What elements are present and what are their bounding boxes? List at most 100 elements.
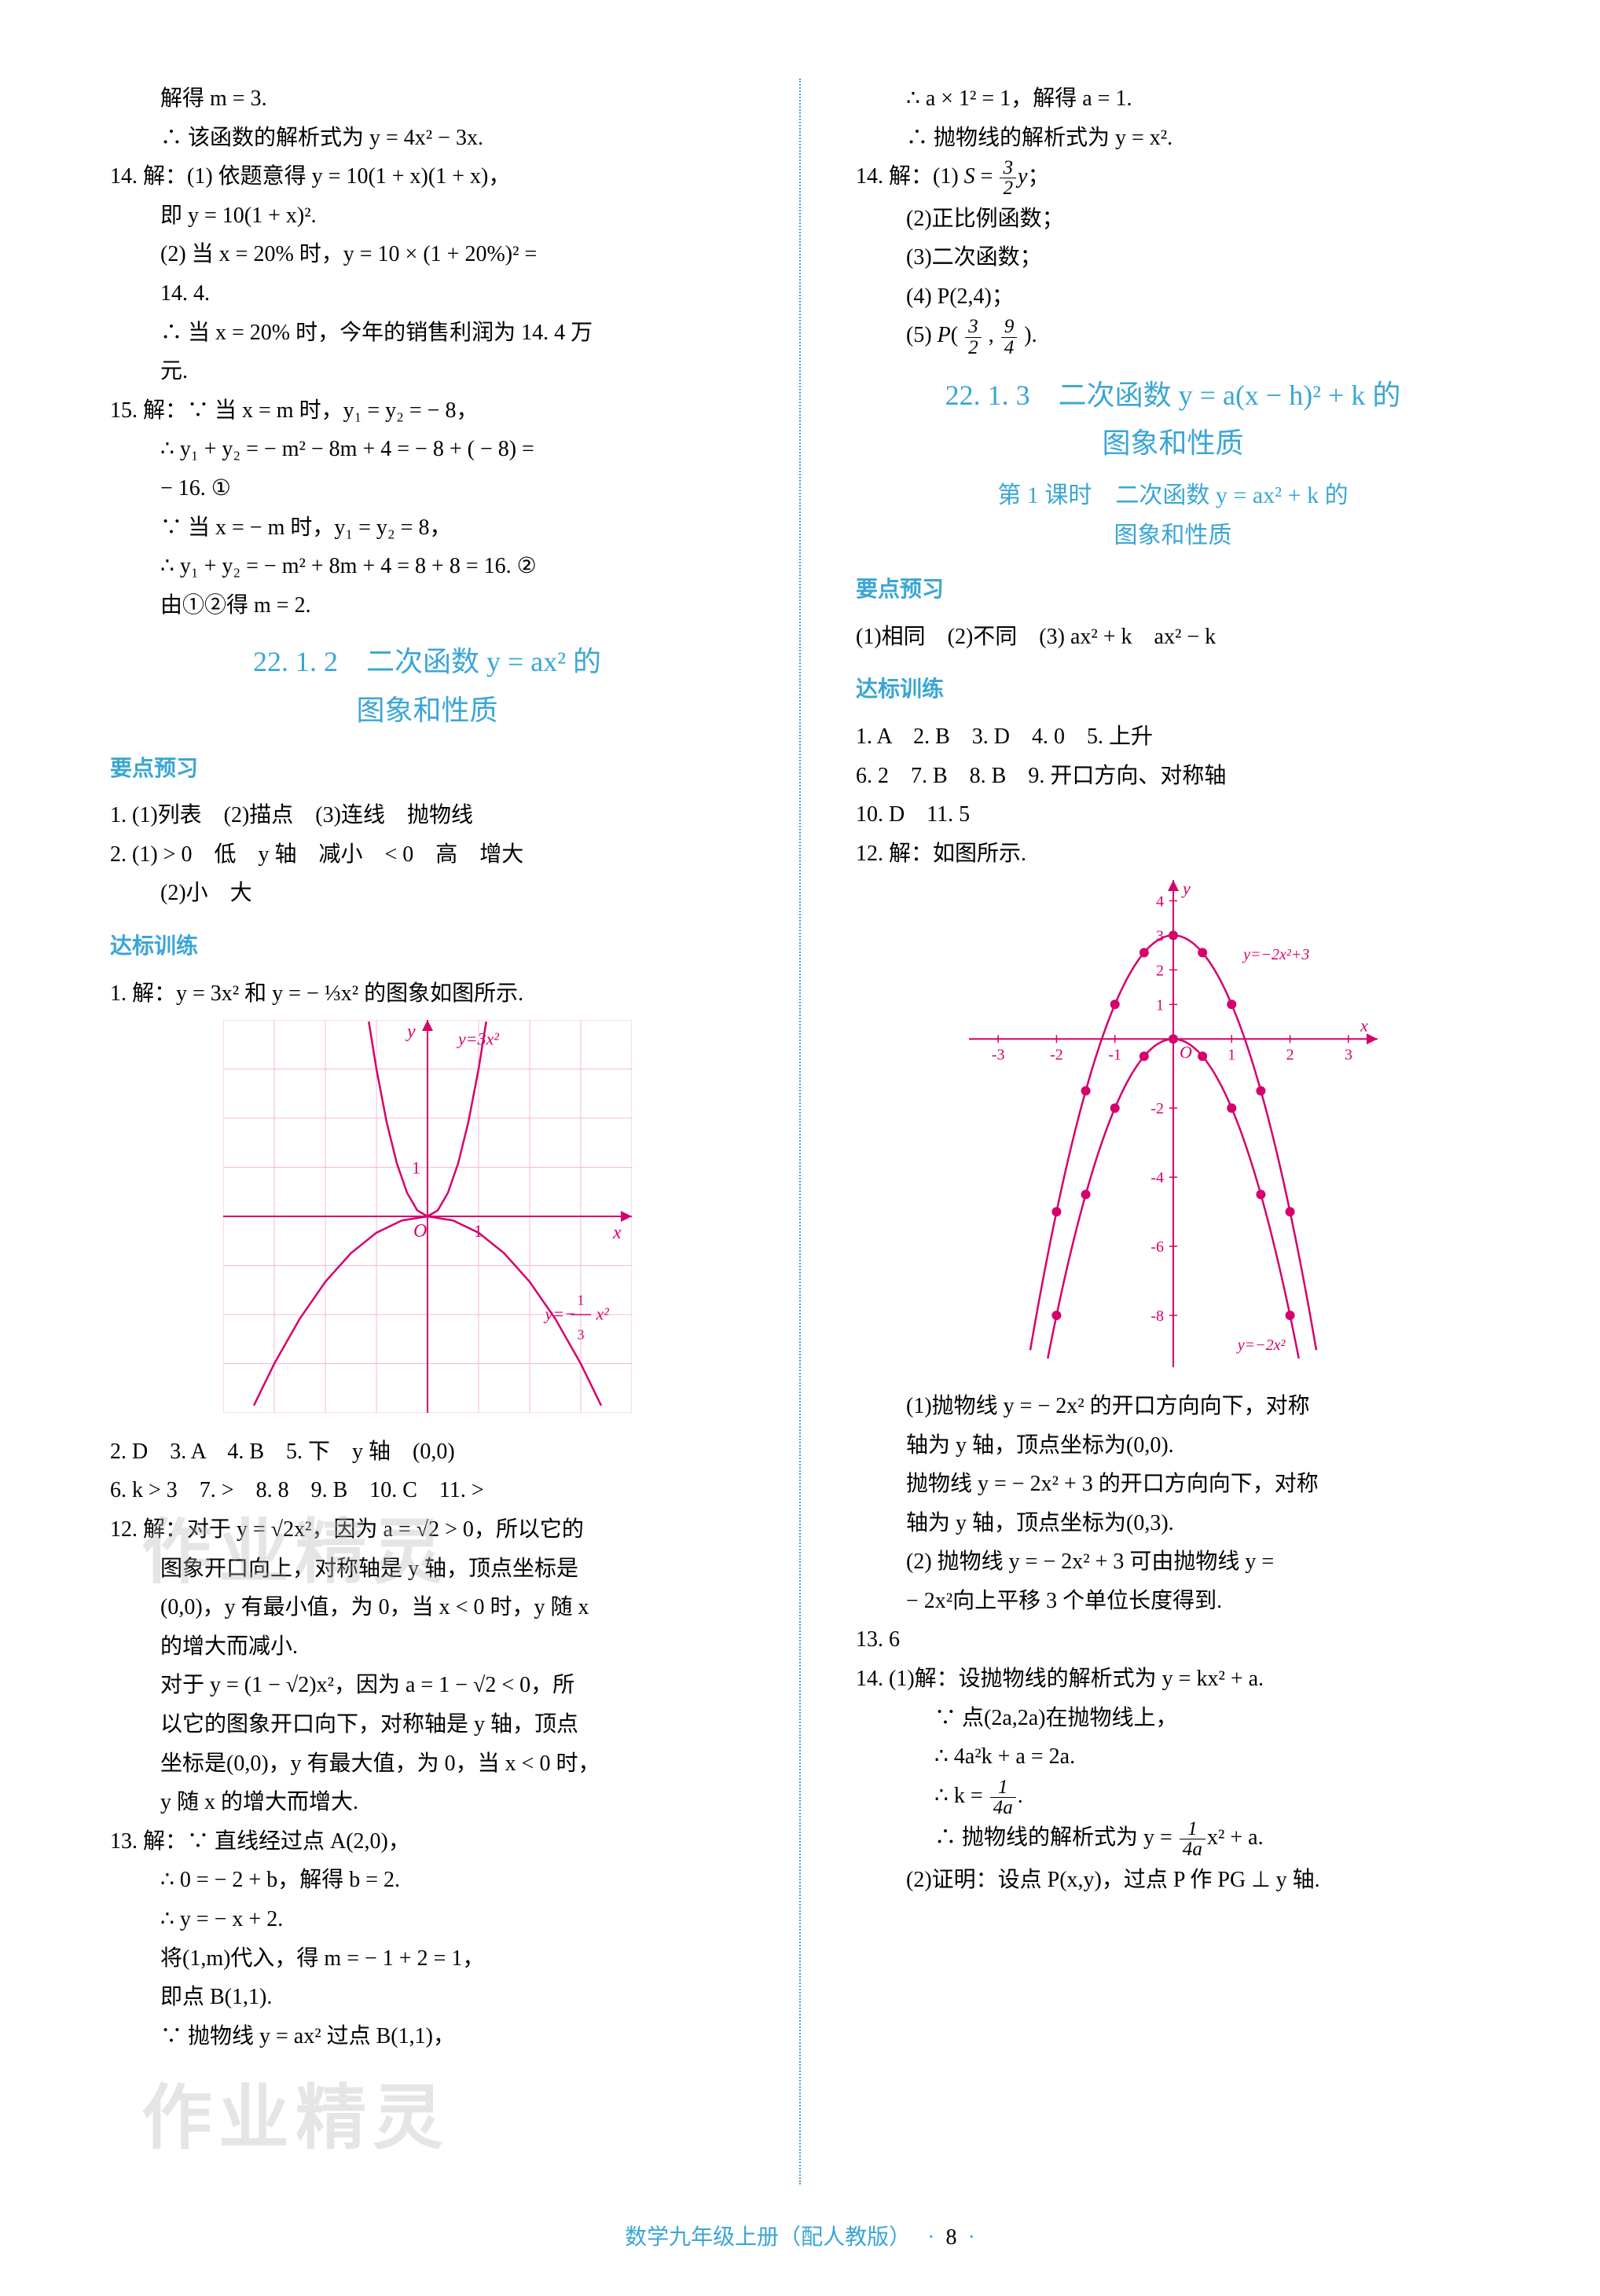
sub-text: 第 1 课时 二次函数 y = ax² + k 的 — [997, 482, 1348, 508]
text: 15. 解：∵ 当 x = m 时，y₁ = y₂ = − 8， — [110, 398, 478, 423]
text-line: 元. — [110, 353, 744, 391]
svg-text:y: y — [406, 1021, 416, 1042]
text-line: ∵ 当 x = − m 时，y₁ = y₂ = 8， — [110, 509, 744, 547]
text-line: 即 y = 10(1 + x)². — [110, 197, 744, 235]
frac-num: 1 — [1180, 1819, 1206, 1839]
text-line: 坐标是(0,0)，y 有最大值，为 0，当 x < 0 时， — [110, 1745, 744, 1783]
text-line: 6. k > 3 7. > 8. 8 9. B 10. C 11. > — [110, 1472, 744, 1509]
left-column: 解得 m = 3. ∴ 该函数的解析式为 y = 4x² − 3x. 14. 解… — [110, 79, 744, 2184]
frac-num: 1 — [990, 1777, 1016, 1798]
text: 解得 m = 3. — [160, 86, 267, 111]
svg-text:-3: -3 — [991, 1047, 1004, 1064]
text-line: (5) P( 32 , 94 ). — [856, 317, 1490, 357]
text-line: 的增大而减小. — [110, 1628, 744, 1666]
right-column: ∴ a × 1² = 1，解得 a = 1. ∴ 抛物线的解析式为 y = x²… — [856, 79, 1490, 2184]
text-line: y 随 x 的增大而增大. — [110, 1784, 744, 1821]
text-line: 1. 解：y = 3x² 和 y = − ⅓x² 的图象如图所示. — [110, 975, 744, 1013]
svg-text:4: 4 — [1156, 893, 1164, 911]
svg-text:y: y — [1181, 880, 1191, 898]
text-line: − 2x²向上平移 3 个单位长度得到. — [856, 1583, 1490, 1620]
text-line: ∴ k = 14a. — [856, 1777, 1490, 1817]
text-line: 以它的图象开口向下，对称轴是 y 轴，顶点 — [110, 1706, 744, 1744]
chart-parabolas-2: -3-2-1123-8-6-4-21234Oxyy=−2x²+3y=−2x² — [856, 880, 1490, 1380]
text-line: ∴ y = − x + 2. — [110, 1901, 744, 1938]
section-label: 达标训练 — [856, 671, 1490, 709]
text-line: 1. A 2. B 3. D 4. 0 5. 上升 — [856, 718, 1490, 756]
text-line: − 16. ① — [110, 470, 744, 508]
sub-text: 图象和性质 — [1114, 523, 1232, 548]
text-line: 1. (1)列表 (2)描点 (3)连线 抛物线 — [110, 797, 744, 834]
text: 即 y = 10(1 + x)². — [160, 204, 317, 228]
text: ∴ 当 x = 20% 时，今年的销售利润为 14. 4 万 — [160, 321, 593, 345]
text-line: (3)二次函数； — [856, 239, 1490, 277]
text-line: 14. 4. — [110, 275, 744, 313]
text: 由①②得 m = 2. — [160, 593, 311, 618]
sub-heading: 第 1 课时 二次函数 y = ax² + k 的 图象和性质 — [856, 475, 1490, 556]
svg-text:1: 1 — [1156, 997, 1164, 1014]
footer-text: 数学九年级上册（配人教版） — [625, 2225, 911, 2250]
heading-text: 22. 1. 2 二次函数 y = ax² 的 — [253, 646, 601, 677]
svg-text:y=−2x²: y=−2x² — [1235, 1337, 1286, 1354]
frac-den: 4a — [1180, 1839, 1206, 1859]
svg-text:y=3x²: y=3x² — [457, 1029, 499, 1049]
section-label: 要点预习 — [856, 571, 1490, 609]
text-line: 2. D 3. A 4. B 5. 下 y 轴 (0,0) — [110, 1433, 744, 1471]
svg-text:-2: -2 — [1050, 1047, 1063, 1064]
frac-den: 2 — [1000, 178, 1016, 198]
text: 元. — [160, 359, 188, 383]
text: ∴ 抛物线的解析式为 y = — [934, 1825, 1178, 1850]
text-line: ∵ 点(2a,2a)在抛物线上， — [856, 1700, 1490, 1737]
text-line: (4) P(2,4)； — [856, 278, 1490, 316]
text-line: 即点 B(1,1). — [110, 1979, 744, 2016]
svg-text:O: O — [413, 1221, 427, 1242]
text-line: 将(1,m)代入，得 m = − 1 + 2 = 1， — [110, 1940, 744, 1978]
svg-text:-2: -2 — [1150, 1101, 1164, 1118]
page-columns: 解得 m = 3. ∴ 该函数的解析式为 y = 4x² − 3x. 14. 解… — [110, 79, 1490, 2184]
text-line: 2. (1) > 0 低 y 轴 减小 < 0 高 增大 — [110, 836, 744, 874]
text-line: (1)相同 (2)不同 (3) ax² + k ax² − k — [856, 618, 1490, 656]
text-line: ∴ 4a²k + a = 2a. — [856, 1738, 1490, 1776]
svg-text:3: 3 — [1156, 928, 1164, 945]
text-line: 对于 y = (1 − √2)x²，因为 a = 1 − √2 < 0，所 — [110, 1667, 744, 1704]
text-line: 14. 解：(1) S = 32y； — [856, 158, 1490, 198]
text: (2) 当 x = 20% 时，y = 10 × (1 + 20%)² = — [160, 242, 537, 266]
svg-text:1: 1 — [474, 1221, 483, 1241]
svg-text:y=−: y=− — [543, 1304, 575, 1324]
text: ∴ k = — [934, 1784, 989, 1808]
text: ∵ 当 x = − m 时，y₁ = y₂ = 8， — [160, 515, 451, 540]
svg-text:y=−2x²+3: y=−2x²+3 — [1242, 946, 1309, 963]
text-line: 13. 解：∵ 直线经过点 A(2,0)， — [110, 1823, 744, 1861]
text: 14. 解：(1) 依题意得 y = 10(1 + x)(1 + x)， — [110, 164, 510, 189]
column-divider — [799, 79, 801, 2184]
text-line: ∴ 当 x = 20% 时，今年的销售利润为 14. 4 万 — [110, 314, 744, 352]
text-line: 解得 m = 3. — [110, 80, 744, 118]
text: ∴ 该函数的解析式为 y = 4x² − 3x. — [160, 126, 483, 150]
text-line: ∴ 抛物线的解析式为 y = x². — [856, 119, 1490, 157]
heading-text: 图象和性质 — [1102, 427, 1243, 459]
svg-text:-4: -4 — [1150, 1169, 1164, 1187]
text-line: (2) 抛物线 y = − 2x² + 3 可由抛物线 y = — [856, 1543, 1490, 1581]
svg-text:3: 3 — [577, 1327, 584, 1343]
svg-text:2: 2 — [1286, 1047, 1294, 1064]
svg-text:x: x — [1360, 1016, 1368, 1036]
text-line: (2)证明：设点 P(x,y)，过点 P 作 PG ⊥ y 轴. — [856, 1861, 1490, 1899]
text-line: 14. (1)解：设抛物线的解析式为 y = kx² + a. — [856, 1660, 1490, 1698]
svg-text:1: 1 — [412, 1158, 420, 1178]
text-line: 6. 2 7. B 8. B 9. 开口方向、对称轴 — [856, 757, 1490, 795]
section-heading: 22. 1. 3 二次函数 y = a(x − h)² + k 的 图象和性质 — [856, 372, 1490, 468]
text-line: 图象开口向上，对称轴是 y 轴，顶点坐标是 — [110, 1550, 744, 1588]
text-line: 12. 解：如图所示. — [856, 835, 1490, 873]
svg-text:x²: x² — [595, 1304, 609, 1324]
text-line: (0,0)，y 有最小值，为 0，当 x < 0 时，y 随 x — [110, 1589, 744, 1627]
text: ∴ y₁ + y₂ = − m² − 8m + 4 = − 8 + ( − 8)… — [160, 437, 534, 461]
text-line: 抛物线 y = − 2x² + 3 的开口方向向下，对称 — [856, 1465, 1490, 1503]
text-line: 10. D 11. 5 — [856, 796, 1490, 834]
heading-text: 22. 1. 3 二次函数 y = a(x − h)² + k 的 — [945, 380, 1401, 411]
text-line: (1)抛物线 y = − 2x² 的开口方向向下，对称 — [856, 1388, 1490, 1425]
svg-text:1: 1 — [1228, 1047, 1235, 1064]
svg-text:O: O — [1180, 1043, 1192, 1062]
text-line: ∴ 0 = − 2 + b，解得 b = 2. — [110, 1861, 744, 1899]
footer-dot: · — [927, 2225, 934, 2250]
svg-text:3: 3 — [1344, 1047, 1352, 1064]
section-label: 达标训练 — [110, 928, 744, 966]
